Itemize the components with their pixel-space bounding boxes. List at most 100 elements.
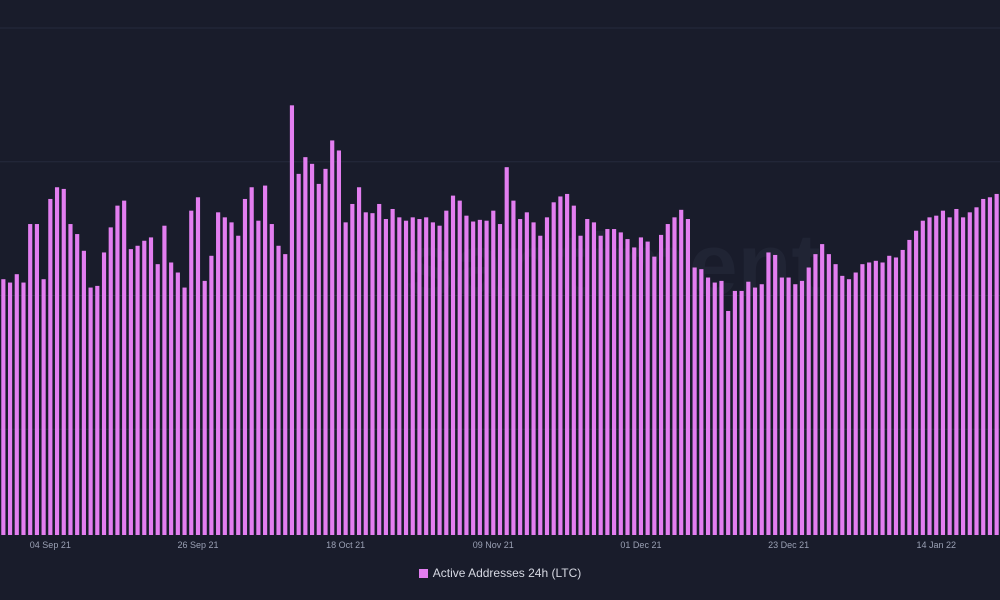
bar[interactable] (820, 244, 825, 535)
bar[interactable] (638, 237, 644, 535)
bar[interactable] (954, 208, 959, 535)
bar[interactable] (612, 229, 617, 535)
bar[interactable] (692, 267, 697, 536)
bar[interactable] (108, 227, 113, 535)
bar[interactable] (397, 217, 402, 535)
bar[interactable] (645, 241, 650, 535)
bar[interactable] (209, 255, 214, 535)
bar[interactable] (450, 195, 456, 535)
bar[interactable] (618, 232, 623, 535)
bar[interactable] (162, 225, 167, 535)
bar[interactable] (41, 279, 46, 535)
bar[interactable] (739, 290, 744, 535)
bar[interactable] (699, 269, 704, 535)
bar[interactable] (457, 200, 462, 535)
bar[interactable] (880, 262, 885, 535)
bar[interactable] (403, 220, 409, 535)
bar[interactable] (54, 187, 60, 535)
bar[interactable] (256, 220, 261, 535)
bar[interactable] (95, 285, 100, 535)
bar[interactable] (135, 245, 140, 535)
bar[interactable] (524, 212, 529, 535)
bar[interactable] (242, 198, 248, 535)
bar[interactable] (316, 183, 321, 535)
bar[interactable] (175, 272, 180, 535)
bar[interactable] (28, 224, 33, 535)
bar[interactable] (900, 249, 905, 535)
bar[interactable] (283, 254, 288, 535)
bar[interactable] (786, 277, 791, 535)
bar[interactable] (497, 224, 503, 535)
bar[interactable] (920, 220, 925, 535)
bar[interactable] (182, 287, 187, 535)
bar[interactable] (591, 222, 597, 535)
bar[interactable] (987, 197, 993, 535)
bar[interactable] (840, 275, 845, 535)
bar[interactable] (491, 210, 496, 535)
bar[interactable] (719, 280, 724, 535)
bar[interactable] (873, 260, 878, 535)
bar[interactable] (263, 185, 268, 535)
bar[interactable] (833, 264, 838, 535)
bar[interactable] (658, 234, 664, 535)
bar[interactable] (712, 282, 717, 535)
bar[interactable] (356, 187, 362, 535)
bar[interactable] (430, 222, 435, 535)
bar[interactable] (142, 240, 147, 535)
bar[interactable] (68, 224, 73, 535)
bar[interactable] (538, 235, 543, 535)
bar[interactable] (464, 215, 469, 535)
bar[interactable] (759, 284, 764, 535)
bar[interactable] (471, 221, 476, 535)
bar[interactable] (793, 284, 798, 535)
legend[interactable]: Active Addresses 24h (LTC) (0, 566, 1000, 580)
bar[interactable] (222, 217, 227, 535)
bar[interactable] (128, 249, 133, 535)
bar[interactable] (806, 267, 811, 536)
bar[interactable] (101, 252, 107, 535)
bar[interactable] (323, 168, 328, 535)
bar[interactable] (518, 219, 523, 535)
bar[interactable] (276, 245, 281, 535)
bar[interactable] (88, 287, 93, 535)
bar[interactable] (343, 222, 348, 535)
bar[interactable] (310, 163, 315, 535)
bar[interactable] (81, 250, 86, 535)
bar[interactable] (705, 277, 711, 535)
bar[interactable] (155, 264, 160, 535)
bar[interactable] (585, 219, 590, 535)
bar[interactable] (122, 200, 127, 535)
bar[interactable] (746, 281, 751, 535)
bar[interactable] (444, 210, 449, 535)
bar[interactable] (907, 239, 912, 535)
bar[interactable] (115, 205, 120, 535)
bar[interactable] (296, 173, 301, 535)
bar[interactable] (961, 217, 966, 535)
bar[interactable] (34, 224, 39, 535)
bar[interactable] (236, 235, 241, 535)
bar[interactable] (7, 282, 13, 535)
bar[interactable] (934, 215, 939, 535)
bar[interactable] (1, 279, 6, 535)
bar[interactable] (75, 234, 80, 535)
bar[interactable] (48, 198, 53, 535)
bar[interactable] (303, 157, 308, 535)
bar[interactable] (726, 310, 731, 535)
bar[interactable] (887, 255, 892, 535)
bar[interactable] (893, 257, 899, 535)
bar[interactable] (565, 193, 570, 535)
bar[interactable] (853, 272, 858, 535)
bar[interactable] (216, 212, 221, 535)
bar[interactable] (370, 213, 375, 535)
bar[interactable] (437, 225, 442, 535)
bar[interactable] (330, 140, 335, 535)
bar[interactable] (195, 197, 201, 535)
bar[interactable] (779, 277, 784, 535)
bar[interactable] (169, 262, 174, 535)
bar[interactable] (424, 217, 429, 535)
bar[interactable] (417, 219, 422, 535)
bar[interactable] (625, 239, 630, 535)
bar[interactable] (477, 219, 482, 535)
bar[interactable] (189, 210, 194, 535)
bar[interactable] (249, 187, 254, 535)
